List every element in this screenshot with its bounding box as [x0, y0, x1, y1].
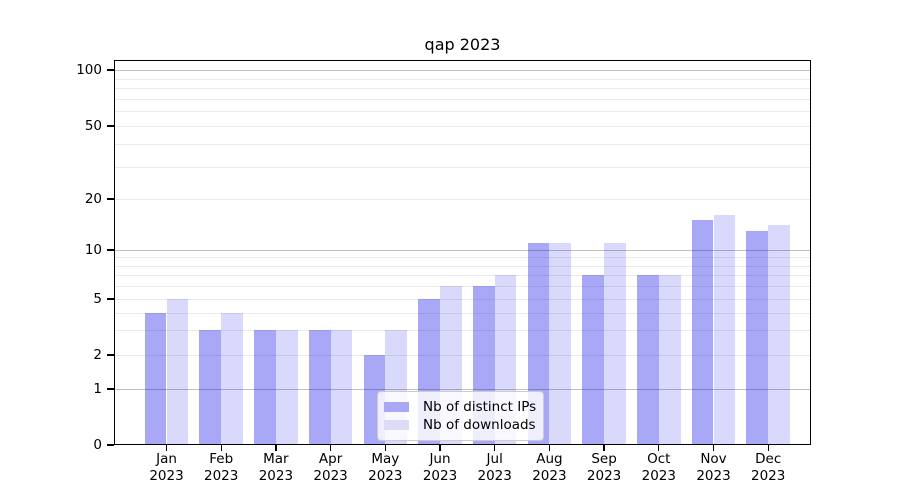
y-tick-mark — [107, 354, 114, 356]
minor-gridline — [114, 111, 811, 113]
minor-gridline — [114, 286, 811, 288]
y-tick-label: 10 — [84, 242, 102, 258]
y-tick-label: 2 — [93, 347, 102, 363]
x-tick-label: Jul 2023 — [477, 451, 512, 484]
x-tick-label: Jun 2023 — [422, 451, 458, 484]
bar-downloads — [713, 215, 736, 445]
legend-swatch-downloads — [384, 420, 409, 430]
minor-gridline — [114, 257, 811, 259]
bar-distinct-ips — [637, 275, 659, 445]
y-tick-label: 1 — [93, 381, 102, 397]
x-tick-mark — [767, 445, 769, 451]
y-tick-label: 0 — [93, 437, 102, 453]
bar-downloads — [549, 243, 572, 445]
x-tick-label: Mar 2023 — [258, 451, 294, 484]
x-tick-mark — [220, 445, 222, 451]
major-gridline — [114, 389, 811, 391]
legend-label: Nb of downloads — [423, 417, 536, 433]
x-tick-mark — [439, 445, 441, 451]
y-tick-mark — [107, 388, 114, 390]
legend-swatch-distinct-ips — [384, 402, 409, 412]
major-gridline — [114, 70, 811, 72]
x-tick-mark — [329, 445, 332, 451]
bar-downloads — [658, 275, 681, 445]
x-tick-label: Oct 2023 — [641, 451, 676, 484]
x-tick-label: Feb 2023 — [204, 451, 239, 484]
minor-gridline — [114, 199, 811, 200]
x-tick-label: Dec 2023 — [751, 451, 786, 484]
chart-title: qap 2023 — [424, 35, 501, 54]
legend-label: Nb of distinct IPs — [423, 399, 537, 415]
bar-distinct-ips — [144, 312, 167, 445]
bar-distinct-ips — [691, 220, 714, 445]
x-tick-mark — [712, 445, 715, 451]
minor-gridline — [114, 275, 811, 277]
minor-gridline — [114, 98, 811, 100]
x-tick-label: May 2023 — [368, 451, 403, 484]
bar-downloads — [604, 243, 626, 445]
y-tick-label: 50 — [84, 118, 102, 134]
y-tick-mark — [107, 69, 114, 71]
y-tick-label: 100 — [76, 62, 102, 78]
bar-downloads — [768, 225, 790, 445]
major-gridline — [114, 250, 811, 252]
x-tick-label: Jan 2023 — [149, 451, 184, 484]
x-tick-label: Nov 2023 — [696, 451, 731, 484]
x-tick-mark — [658, 445, 660, 451]
y-tick-mark — [107, 444, 114, 446]
bar-downloads — [166, 299, 189, 445]
bar-distinct-ips — [746, 230, 769, 445]
y-tick-label: 20 — [84, 191, 102, 207]
x-tick-mark — [494, 445, 496, 451]
legend-row: Nb of distinct IPs — [384, 398, 537, 416]
minor-gridline — [114, 299, 811, 300]
y-tick-mark — [107, 198, 114, 200]
bar-distinct-ips — [308, 330, 331, 445]
gridlines-layer — [114, 60, 811, 445]
minor-gridline — [114, 126, 811, 127]
y-tick-label: 5 — [93, 291, 102, 307]
minor-gridline — [114, 265, 811, 267]
minor-gridline — [114, 143, 811, 145]
plot-area: Nb of distinct IPs Nb of downloads — [114, 60, 811, 445]
minor-gridline — [114, 166, 811, 168]
x-tick-mark — [603, 445, 605, 451]
y-tick-mark — [107, 125, 114, 127]
y-tick-mark — [107, 249, 114, 251]
x-tick-mark — [275, 445, 277, 451]
bar-distinct-ips — [582, 275, 605, 445]
bar-distinct-ips — [199, 330, 222, 445]
minor-gridline — [114, 355, 811, 356]
minor-gridline — [114, 330, 811, 332]
legend: Nb of distinct IPs Nb of downloads — [377, 391, 544, 441]
x-tick-label: Aug 2023 — [532, 451, 567, 484]
x-tick-mark — [548, 445, 551, 451]
bar-distinct-ips — [254, 330, 276, 445]
y-tick-mark — [107, 298, 114, 300]
minor-gridline — [114, 88, 811, 90]
bars-layer — [114, 60, 811, 445]
x-tick-label: Sep 2023 — [586, 451, 622, 484]
minor-gridline — [114, 312, 811, 314]
minor-gridline — [114, 78, 811, 80]
bar-downloads — [275, 330, 298, 445]
x-tick-mark — [165, 445, 168, 451]
bar-downloads — [330, 330, 353, 445]
bar-downloads — [221, 312, 243, 445]
legend-row: Nb of downloads — [384, 416, 536, 434]
x-tick-label: Apr 2023 — [313, 451, 348, 484]
x-tick-mark — [384, 445, 386, 451]
